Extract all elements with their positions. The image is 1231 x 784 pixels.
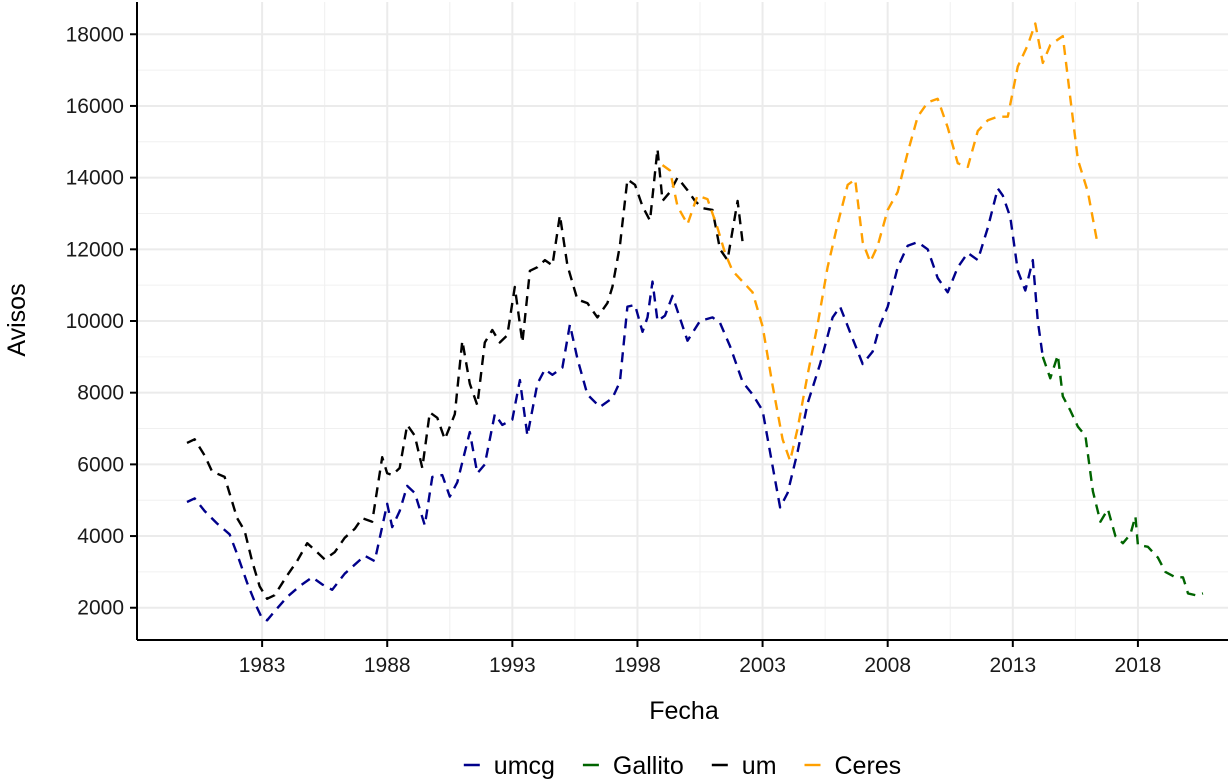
series-lines: [186, 22, 1204, 622]
legend: umcg Gallito um Ceres: [463, 752, 902, 780]
x-axis-ticks: 1983 1988 1993 1998 2003 2008 2013 2018: [239, 640, 1162, 677]
y-tick-label: 12000: [66, 238, 124, 261]
x-tick-label: 1983: [239, 654, 286, 677]
y-tick-label: 4000: [77, 525, 124, 548]
x-tick-label: 2003: [739, 654, 786, 677]
legend-label: Gallito: [613, 752, 684, 780]
legend-item-um: um: [711, 752, 777, 780]
x-tick-label: 2013: [989, 654, 1036, 677]
series-line-ceres: [661, 22, 1100, 462]
series-line-gallito: [1041, 353, 1204, 597]
y-tick-label: 6000: [77, 453, 124, 476]
x-tick-label: 1988: [364, 654, 411, 677]
legend-label: Ceres: [835, 752, 902, 780]
legend-item-ceres: Ceres: [804, 752, 902, 780]
y-axis-ticks: 2000 4000 6000 8000 10000 12000 14000 16000 1800…: [66, 23, 137, 620]
y-tick-label: 8000: [77, 382, 124, 405]
y-tick-label: 14000: [66, 167, 124, 190]
series-line-umcg: [186, 187, 1044, 622]
y-tick-label: 18000: [66, 23, 124, 46]
legend-item-umcg: umcg: [463, 752, 555, 780]
x-tick-label: 1998: [614, 654, 661, 677]
y-tick-label: 2000: [77, 597, 124, 620]
x-tick-label: 1993: [489, 654, 536, 677]
x-tick-label: 2018: [1115, 654, 1162, 677]
grid-lines: [137, 2, 1228, 640]
legend-label: umcg: [494, 752, 555, 780]
x-axis-title: Fecha: [649, 697, 719, 725]
series-line-um: [186, 147, 744, 600]
y-tick-label: 10000: [66, 310, 124, 333]
legend-label: um: [742, 752, 777, 780]
y-tick-label: 16000: [66, 95, 124, 118]
y-axis-title: Avisos: [3, 283, 31, 356]
legend-item-gallito: Gallito: [582, 752, 684, 780]
x-tick-label: 2008: [864, 654, 911, 677]
